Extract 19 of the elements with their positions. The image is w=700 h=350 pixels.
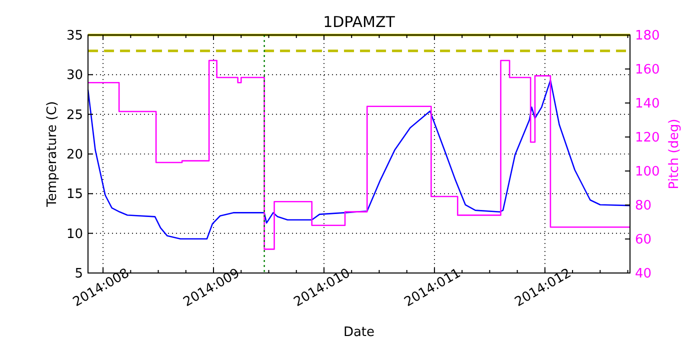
y-tick-label: 15: [66, 187, 83, 202]
y-tick-label: 20: [66, 148, 83, 163]
y2-axis-title: Pitch (deg): [667, 118, 682, 190]
y2-tick-label: 100: [635, 164, 660, 180]
y-axis-title: Temperature (C): [45, 101, 60, 208]
y2-tick-label: 160: [635, 62, 660, 78]
y-tick-label: 25: [66, 108, 83, 123]
line-series: [87, 80, 631, 240]
y2-tick-label: 60: [635, 232, 652, 248]
y2-tick-label: 120: [635, 130, 660, 146]
y-tick-label: 35: [66, 28, 83, 44]
y2-tick-label: 40: [635, 266, 652, 282]
y2-tick-label: 80: [635, 198, 652, 214]
y-tick-label: 30: [66, 68, 83, 84]
x-axis-title: Date: [343, 325, 375, 340]
y2-tick-label: 140: [635, 96, 660, 112]
y2-tick-label: 180: [635, 28, 660, 44]
chart-title: 1DPAMZT: [323, 13, 396, 31]
y-tick-label: 10: [66, 226, 83, 242]
